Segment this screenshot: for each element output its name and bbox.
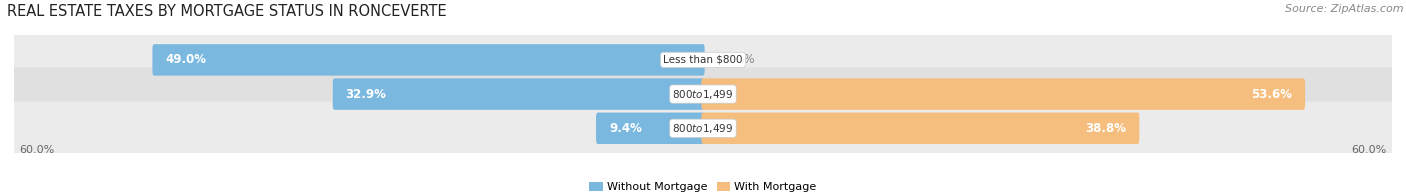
FancyBboxPatch shape bbox=[702, 113, 1139, 144]
FancyBboxPatch shape bbox=[11, 67, 1395, 121]
Text: Less than $800: Less than $800 bbox=[664, 55, 742, 65]
Text: $800 to $1,499: $800 to $1,499 bbox=[672, 122, 734, 135]
Text: 49.0%: 49.0% bbox=[166, 53, 207, 66]
Text: 9.4%: 9.4% bbox=[609, 122, 641, 135]
FancyBboxPatch shape bbox=[702, 78, 1305, 110]
Text: REAL ESTATE TAXES BY MORTGAGE STATUS IN RONCEVERTE: REAL ESTATE TAXES BY MORTGAGE STATUS IN … bbox=[7, 4, 447, 19]
Text: 32.9%: 32.9% bbox=[346, 88, 387, 101]
Legend: Without Mortgage, With Mortgage: Without Mortgage, With Mortgage bbox=[585, 177, 821, 196]
FancyBboxPatch shape bbox=[11, 33, 1395, 87]
FancyBboxPatch shape bbox=[152, 44, 704, 76]
FancyBboxPatch shape bbox=[596, 113, 704, 144]
Text: 53.6%: 53.6% bbox=[1251, 88, 1292, 101]
FancyBboxPatch shape bbox=[11, 102, 1395, 155]
FancyBboxPatch shape bbox=[333, 78, 704, 110]
Text: $800 to $1,499: $800 to $1,499 bbox=[672, 88, 734, 101]
Text: 60.0%: 60.0% bbox=[1351, 145, 1386, 155]
Text: 60.0%: 60.0% bbox=[20, 145, 55, 155]
Text: 38.8%: 38.8% bbox=[1085, 122, 1126, 135]
Text: Source: ZipAtlas.com: Source: ZipAtlas.com bbox=[1285, 4, 1403, 14]
Text: 0.0%: 0.0% bbox=[725, 53, 755, 66]
